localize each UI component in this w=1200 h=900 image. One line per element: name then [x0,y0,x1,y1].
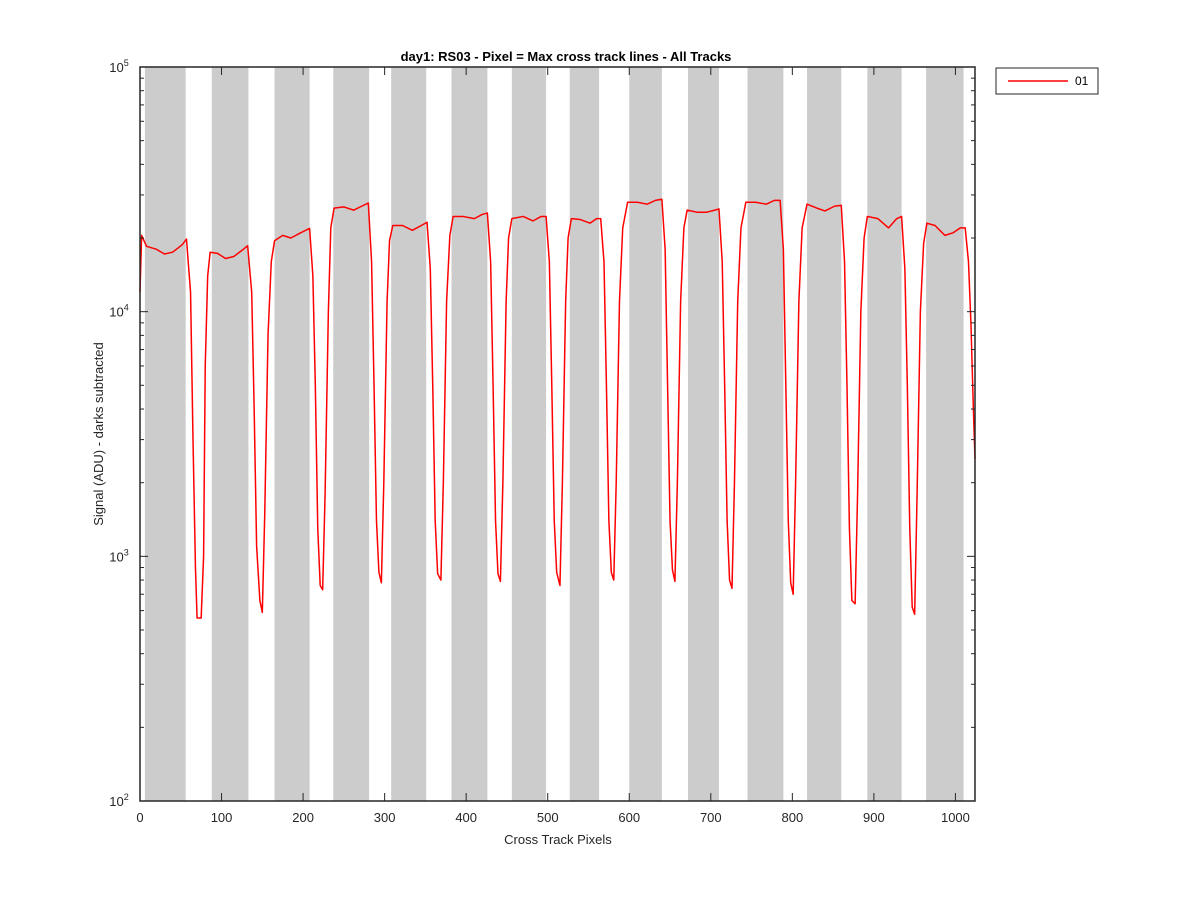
x-tick-label-600: 600 [618,810,640,825]
legend: 01 [995,67,1099,95]
plot-frame [139,66,976,802]
y-tick-label-5: 105 [109,58,128,75]
gray-band-2 [211,67,249,801]
gray-band-7 [511,67,547,801]
x-tick-label-500: 500 [537,810,559,825]
x-tick-label-1000: 1000 [941,810,970,825]
series-layer [139,198,976,619]
x-tick-label-0: 0 [136,810,143,825]
gray-band-14 [926,67,964,801]
gray-band-8 [569,67,600,801]
gray-band-11 [747,67,784,801]
gray-band-5 [391,67,427,801]
y-tick-label-4: 104 [109,303,128,320]
y-axis-label: Signal (ADU) - darks subtracted [91,342,106,526]
x-tick-label-900: 900 [863,810,885,825]
x-tick-label-100: 100 [211,810,233,825]
x-tick-label-700: 700 [700,810,722,825]
gray-band-12 [807,67,842,801]
gray-band-13 [867,67,902,801]
chart-title: day1: RS03 - Pixel = Max cross track lin… [401,49,732,64]
legend-label-01: 01 [1075,74,1089,88]
gray-band-4 [333,67,370,801]
series-line-01 [139,198,976,619]
gray-band-6 [451,67,488,801]
x-tick-label-400: 400 [455,810,477,825]
gray-bands [144,67,964,801]
x-tick-label-800: 800 [781,810,803,825]
x-tick-label-200: 200 [292,810,314,825]
y-tick-label-3: 103 [109,547,128,564]
plot-area-background [140,67,975,801]
gray-band-3 [274,67,310,801]
gray-band-1 [144,67,186,801]
gray-band-10 [687,67,719,801]
gray-band-9 [629,67,662,801]
y-tick-label-2: 102 [109,792,128,809]
x-axis-label: Cross Track Pixels [504,832,612,847]
axes: 0 100 200 300 400 500 600 700 800 900 1000 102 103 10… [109,58,976,825]
x-tick-label-300: 300 [374,810,396,825]
